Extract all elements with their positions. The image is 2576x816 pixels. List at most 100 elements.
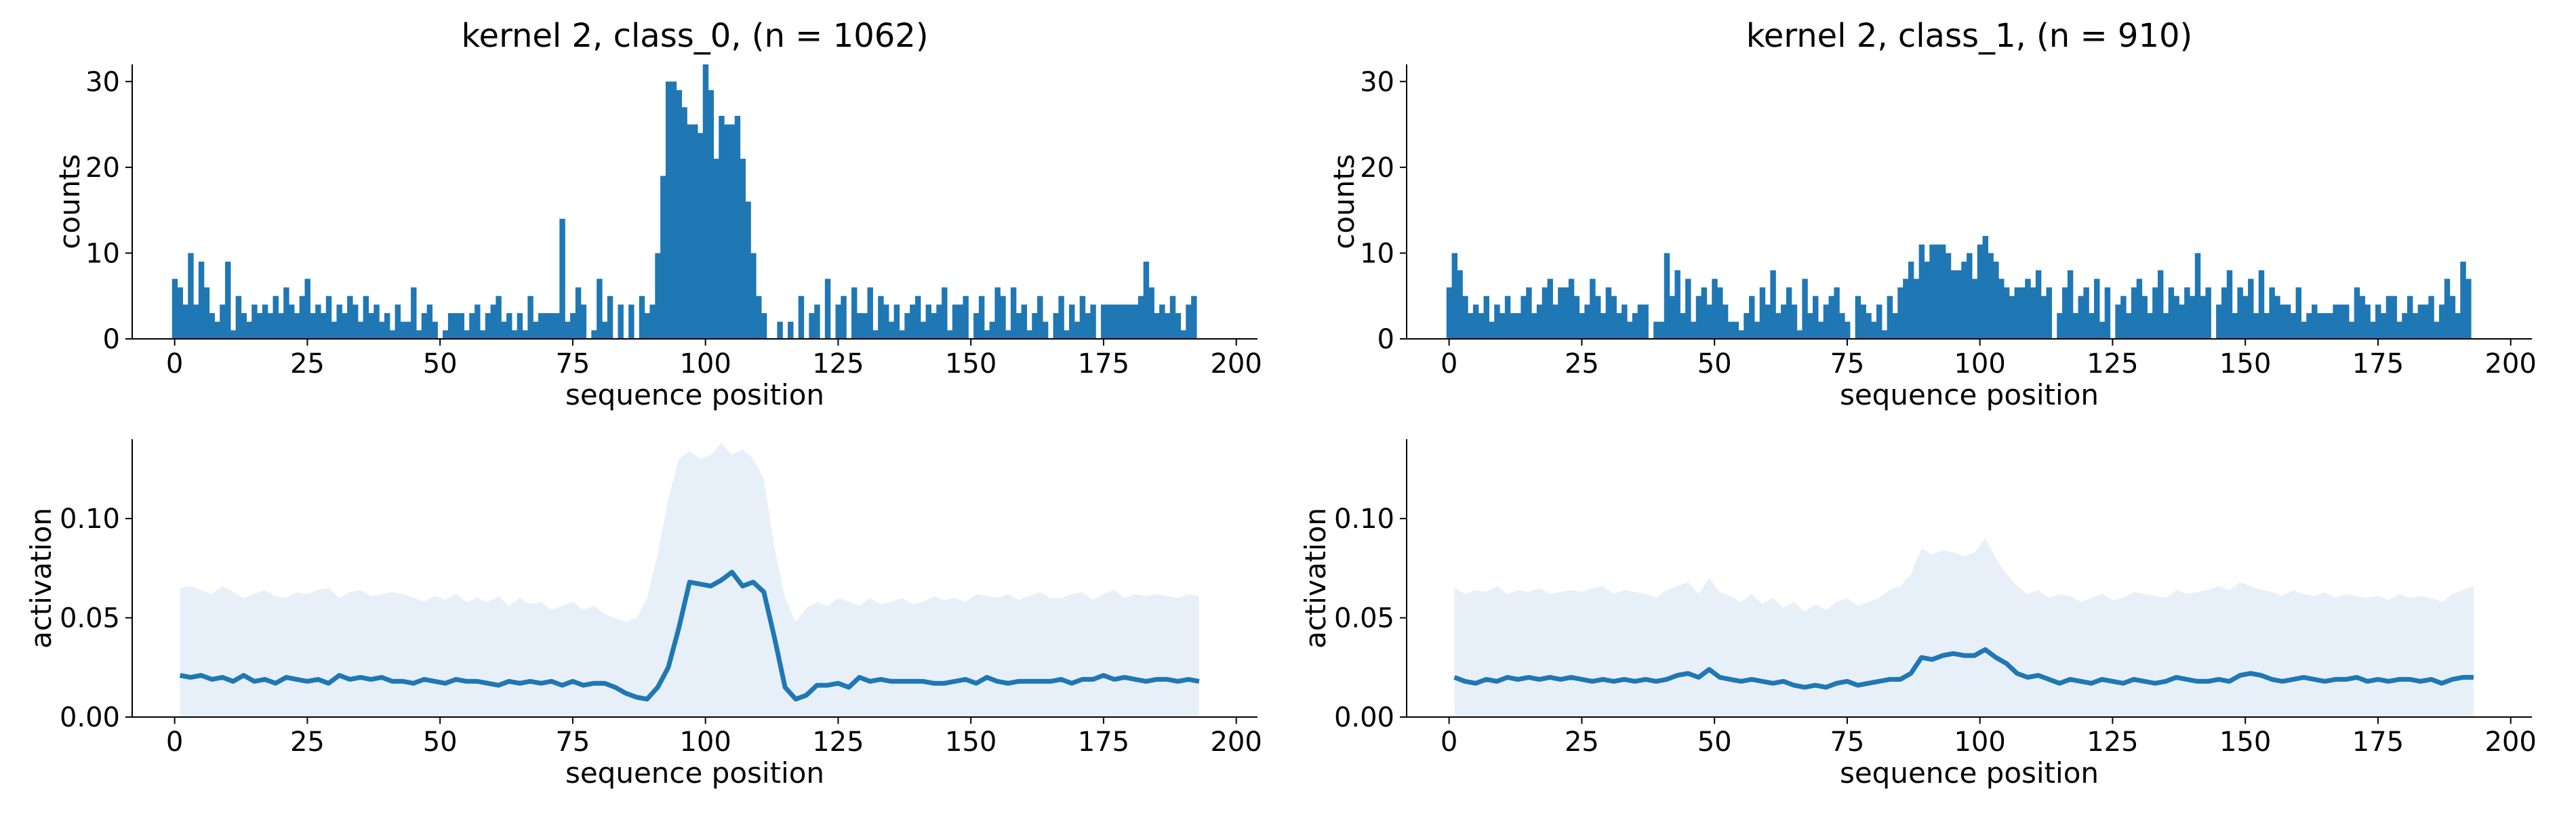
chart-title: kernel 2, class_0, (n = 1062) bbox=[461, 17, 928, 55]
bar bbox=[1770, 270, 1776, 339]
bar bbox=[569, 313, 576, 339]
chart-title: kernel 2, class_1, (n = 910) bbox=[1746, 17, 2193, 55]
bar bbox=[2072, 313, 2079, 339]
bar bbox=[925, 304, 932, 340]
bar bbox=[1521, 295, 1527, 339]
bar bbox=[1935, 244, 1941, 339]
bar bbox=[1579, 313, 1585, 339]
bar bbox=[952, 304, 959, 340]
bar bbox=[2428, 295, 2434, 339]
bar bbox=[2359, 295, 2365, 339]
x-axis-label: sequence position bbox=[565, 378, 824, 411]
bar bbox=[1844, 321, 1851, 339]
bar bbox=[1712, 279, 1718, 339]
bar bbox=[1733, 321, 1739, 339]
x-tick-label: 25 bbox=[290, 727, 325, 758]
bar bbox=[2232, 313, 2238, 339]
bar bbox=[644, 313, 651, 339]
x-tick-label: 0 bbox=[1441, 348, 1457, 380]
bar bbox=[1600, 313, 1607, 339]
y-tick-label: 0 bbox=[1377, 324, 1394, 355]
bar bbox=[2157, 270, 2164, 339]
bar bbox=[405, 321, 411, 339]
bar bbox=[304, 279, 310, 339]
bar bbox=[1611, 295, 1617, 339]
bar bbox=[809, 313, 815, 339]
bar bbox=[336, 304, 342, 340]
bar bbox=[1111, 304, 1118, 340]
bar bbox=[1584, 304, 1590, 340]
y-tick-label: 20 bbox=[85, 152, 120, 184]
subplot-1 bbox=[125, 64, 1257, 346]
bar bbox=[2173, 295, 2179, 339]
bar bbox=[1993, 262, 1999, 339]
x-tick-label: 175 bbox=[2352, 727, 2404, 758]
x-tick-label: 200 bbox=[1210, 348, 1262, 380]
bar bbox=[745, 201, 751, 339]
y-tick-label: 0.05 bbox=[60, 603, 120, 634]
bar bbox=[342, 313, 348, 339]
x-tick-label: 125 bbox=[812, 348, 864, 380]
bar bbox=[1839, 313, 1845, 339]
bar bbox=[2125, 313, 2132, 339]
x-tick-label: 50 bbox=[423, 727, 458, 758]
bar bbox=[2089, 313, 2095, 339]
bar bbox=[1653, 321, 1659, 339]
bar bbox=[1950, 270, 1957, 339]
bar bbox=[1616, 313, 1622, 339]
bar bbox=[1674, 270, 1681, 339]
bar bbox=[1977, 244, 1984, 339]
x-tick-label: 75 bbox=[555, 727, 590, 758]
bar bbox=[1064, 330, 1070, 339]
bar bbox=[1010, 287, 1017, 339]
bar bbox=[2136, 279, 2143, 339]
bar bbox=[432, 321, 438, 339]
bar bbox=[347, 295, 353, 339]
bar bbox=[681, 107, 687, 339]
bar bbox=[1781, 304, 1787, 340]
bar bbox=[443, 330, 449, 339]
y-tick-label: 0.10 bbox=[60, 504, 120, 535]
bar bbox=[1817, 321, 1824, 339]
bar bbox=[676, 89, 683, 339]
bar bbox=[1823, 304, 1830, 340]
bar bbox=[2466, 279, 2472, 339]
bar bbox=[267, 313, 274, 339]
bar bbox=[1685, 279, 1691, 339]
bar bbox=[628, 304, 635, 340]
x-tick-label: 200 bbox=[2484, 727, 2536, 758]
bar bbox=[2417, 304, 2424, 340]
bar bbox=[1908, 262, 1914, 339]
bar bbox=[1881, 330, 1888, 339]
bar bbox=[734, 115, 741, 339]
bar bbox=[1918, 244, 1925, 339]
bar bbox=[1828, 295, 1834, 339]
bar bbox=[978, 295, 985, 339]
bar bbox=[220, 304, 226, 340]
y-tick-label: 10 bbox=[85, 238, 120, 269]
bar bbox=[1802, 279, 1808, 339]
bar bbox=[1903, 279, 1909, 339]
bar bbox=[288, 304, 295, 340]
bar bbox=[2391, 295, 2397, 339]
bar bbox=[1568, 279, 1575, 339]
bar bbox=[2444, 279, 2451, 339]
bar bbox=[273, 295, 279, 339]
bar bbox=[2205, 287, 2211, 339]
x-tick-label: 75 bbox=[1830, 727, 1864, 758]
bar bbox=[942, 287, 948, 339]
bar bbox=[729, 124, 736, 339]
x-tick-label: 150 bbox=[945, 348, 997, 380]
bar bbox=[2316, 313, 2323, 339]
bar bbox=[1796, 330, 1803, 339]
bar bbox=[862, 313, 868, 339]
bar bbox=[1558, 287, 1564, 339]
bar bbox=[1871, 321, 1877, 339]
bar bbox=[469, 313, 475, 339]
bar bbox=[1101, 304, 1107, 340]
bar bbox=[1690, 321, 1697, 339]
bar bbox=[1037, 295, 1043, 339]
bar bbox=[936, 304, 942, 340]
bar bbox=[2412, 313, 2419, 339]
bar bbox=[2333, 304, 2339, 340]
